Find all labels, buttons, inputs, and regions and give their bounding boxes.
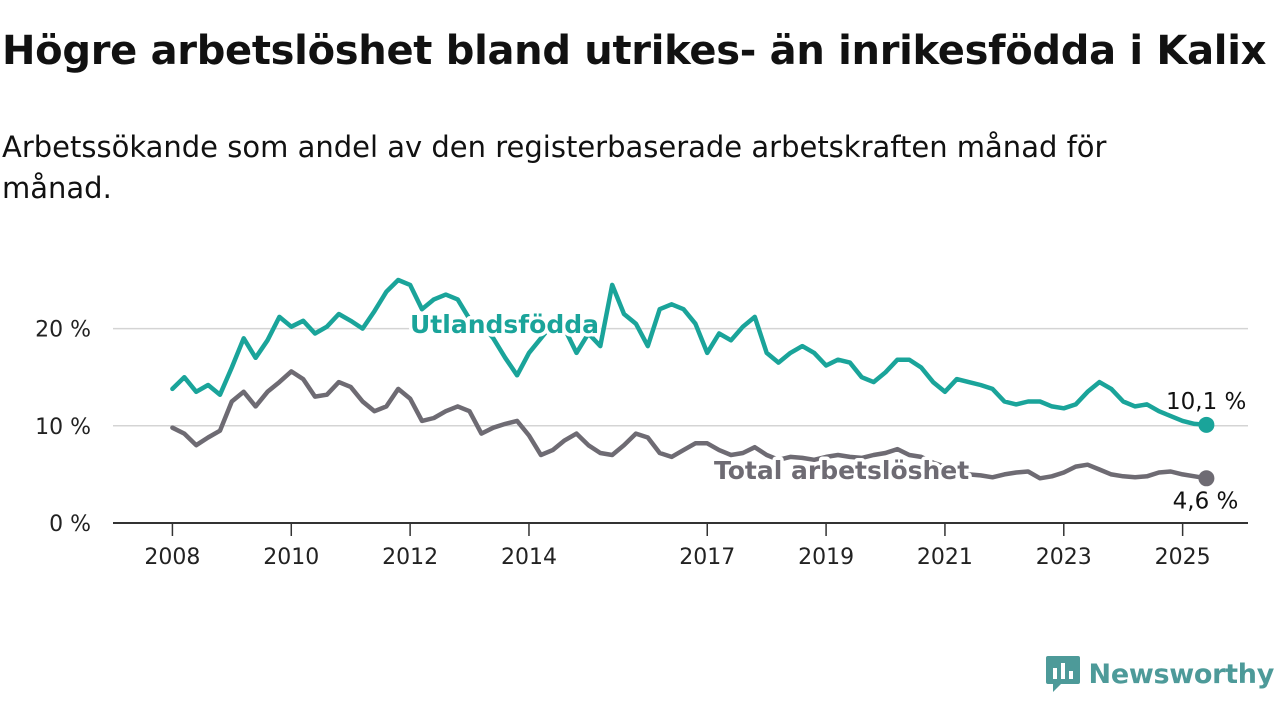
series-lines [170,277,1215,487]
series-end-point [1198,470,1215,487]
x-tick-label: 2012 [382,545,438,570]
y-tick-label: 0 % [49,512,91,537]
gridlines [113,327,1248,427]
series-labels: Utlandsfödda Total arbetslöshet 10,1 % 4,6 … [407,307,1250,518]
series-label-utlandsfodda: Utlandsfödda [410,310,599,339]
y-tick-label: 20 % [35,318,91,343]
chart-title: Högre arbetslöshet bland utrikes- än inr… [2,28,1267,74]
x-tick-label: 2014 [501,545,557,570]
series-line-0 [170,277,1209,428]
x-tick-label: 2025 [1155,545,1211,570]
x-axis: 2008 2010 2012 2014 2017 2019 2021 2023 2025 [113,522,1248,570]
newsworthy-logo-icon [1045,656,1080,692]
chart-subtitle: Arbetssökande som andel av den registerb… [2,130,1107,205]
end-value-utlandsfodda: 10,1 % [1166,389,1246,415]
line-chart: 0 % 10 % 20 % 2008 2010 2012 2014 2017 2019 2021… [35,277,1250,570]
brand-name: Newsworthy [1088,658,1275,690]
series-label-total: Total arbetslöshet [714,456,969,485]
x-tick-label: 2010 [263,545,319,570]
y-axis: 0 % 10 % 20 % [35,318,91,537]
series-line-1 [170,369,1209,481]
series-end-point [1198,416,1215,433]
y-tick-label: 10 % [35,415,91,440]
x-tick-label: 2023 [1036,545,1092,570]
x-tick-label: 2019 [798,545,854,570]
brand-logo: Newsworthy [1045,654,1274,694]
end-value-total: 4,6 % [1173,488,1239,514]
x-tick-label: 2017 [679,545,735,570]
x-tick-label: 2021 [917,545,973,570]
x-tick-label: 2008 [144,545,200,570]
